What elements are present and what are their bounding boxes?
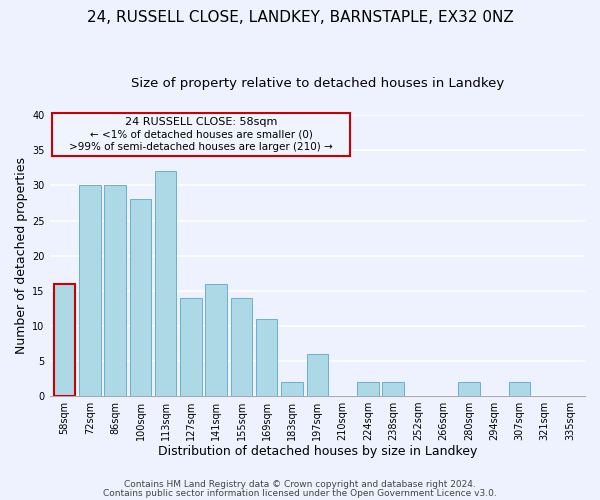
Bar — [281, 382, 303, 396]
Y-axis label: Number of detached properties: Number of detached properties — [15, 157, 28, 354]
Bar — [509, 382, 530, 396]
Bar — [307, 354, 328, 396]
FancyBboxPatch shape — [52, 113, 350, 156]
Bar — [79, 186, 101, 396]
X-axis label: Distribution of detached houses by size in Landkey: Distribution of detached houses by size … — [158, 444, 477, 458]
Text: ← <1% of detached houses are smaller (0): ← <1% of detached houses are smaller (0) — [89, 129, 313, 139]
Bar — [357, 382, 379, 396]
Bar — [104, 186, 126, 396]
Bar — [205, 284, 227, 396]
Bar — [54, 284, 76, 396]
Text: 24 RUSSELL CLOSE: 58sqm: 24 RUSSELL CLOSE: 58sqm — [125, 118, 277, 128]
Title: Size of property relative to detached houses in Landkey: Size of property relative to detached ho… — [131, 78, 504, 90]
Text: >99% of semi-detached houses are larger (210) →: >99% of semi-detached houses are larger … — [69, 142, 333, 152]
Bar — [256, 319, 277, 396]
Text: 24, RUSSELL CLOSE, LANDKEY, BARNSTAPLE, EX32 0NZ: 24, RUSSELL CLOSE, LANDKEY, BARNSTAPLE, … — [86, 10, 514, 25]
Bar — [155, 172, 176, 396]
Bar — [180, 298, 202, 396]
Bar — [231, 298, 252, 396]
Bar — [458, 382, 479, 396]
Bar — [130, 200, 151, 396]
Bar — [382, 382, 404, 396]
Text: Contains HM Land Registry data © Crown copyright and database right 2024.: Contains HM Land Registry data © Crown c… — [124, 480, 476, 489]
Text: Contains public sector information licensed under the Open Government Licence v3: Contains public sector information licen… — [103, 489, 497, 498]
